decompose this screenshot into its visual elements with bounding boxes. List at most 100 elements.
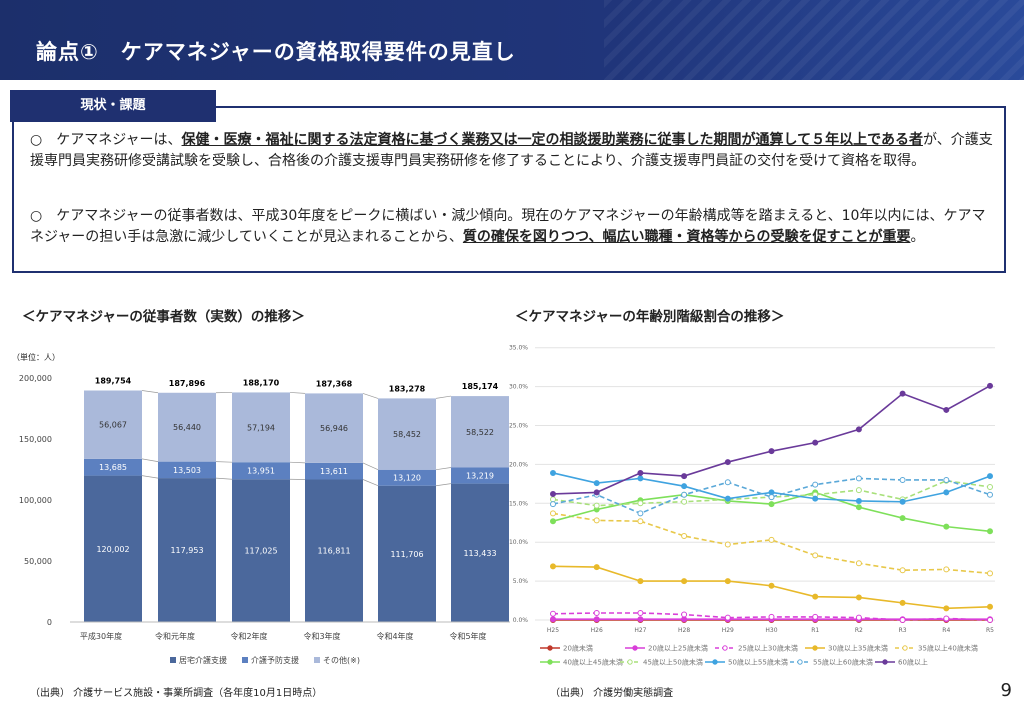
- legend-label: 居宅介護支援: [179, 655, 227, 665]
- data-point: [943, 566, 950, 573]
- data-point: [681, 491, 688, 498]
- data-point: [593, 564, 600, 571]
- bar-segment: [84, 458, 142, 476]
- data-point: [593, 480, 600, 487]
- y-tick-label: 20.0%: [509, 461, 528, 468]
- bar-segment: [232, 479, 290, 622]
- series-connector-line: [141, 458, 159, 462]
- legend-label: 55歳以上60歳未満: [813, 658, 873, 667]
- data-point: [724, 578, 731, 585]
- data-point: [550, 510, 556, 517]
- header-pattern: [604, 0, 1024, 80]
- bar-value-label: 56,440: [173, 423, 201, 432]
- y-tick-label: 150,000: [19, 435, 52, 444]
- x-tick-label: H27: [634, 627, 646, 634]
- legend-label: 25歳以上30歳未満: [738, 644, 798, 653]
- series-line: [552, 385, 991, 495]
- bar-segment: [305, 393, 363, 463]
- bar-segment: [232, 392, 290, 463]
- legend-label: 40歳以上45歳未満: [563, 658, 623, 667]
- bar-value-label: 113,433: [463, 549, 496, 558]
- paragraph-2: ○ ケアマネジャーの従事者数は、平成30年度をピークに横ばい・減少傾向。現在のケ…: [30, 206, 996, 248]
- legend-marker: [902, 645, 908, 651]
- data-point: [593, 502, 600, 509]
- y-tick-label: 15.0%: [509, 500, 528, 507]
- y-tick-label: 200,000: [19, 374, 52, 383]
- legend-label: 30歳以上35歳未満: [828, 644, 888, 653]
- data-point: [768, 501, 775, 508]
- data-point: [899, 617, 906, 623]
- x-tick-label: 令和5年度: [449, 631, 486, 641]
- series-line: [552, 477, 991, 515]
- y-tick-label: 10.0%: [509, 539, 528, 546]
- data-point: [812, 613, 819, 620]
- header-bar: [0, 0, 1024, 80]
- text: 。: [910, 229, 925, 245]
- legend-label: 35歳以上40歳未満: [918, 644, 978, 653]
- y-tick-label: 0.0%: [513, 617, 529, 624]
- x-tick-label: R4: [942, 627, 950, 634]
- data-point: [550, 616, 556, 623]
- series-connector-line: [215, 477, 233, 480]
- data-point: [768, 536, 775, 543]
- bar-segment: [158, 461, 216, 479]
- legend-marker: [797, 659, 803, 665]
- legend-swatch: [242, 657, 248, 663]
- y-tick-label: 30.0%: [509, 384, 528, 391]
- data-point: [681, 532, 688, 539]
- x-tick-label: 平成30年度: [80, 631, 122, 641]
- data-point: [987, 483, 993, 490]
- data-point: [943, 476, 950, 483]
- x-tick-label: R2: [855, 627, 863, 634]
- series-connector-line: [435, 467, 452, 471]
- bar-segment: [305, 479, 363, 622]
- bar-value-label: 57,194: [247, 423, 275, 432]
- legend-swatch: [314, 657, 320, 663]
- data-point: [899, 390, 906, 397]
- data-point: [637, 578, 644, 585]
- y-tick-label: 25.0%: [509, 423, 528, 430]
- data-point: [768, 494, 775, 501]
- bar-segment: [378, 469, 436, 486]
- data-point: [855, 487, 862, 494]
- data-point: [593, 616, 600, 623]
- y-tick-label: 50,000: [24, 557, 52, 566]
- data-point: [943, 615, 950, 622]
- x-tick-label: 令和元年度: [155, 631, 195, 641]
- bar-total-label: 189,754: [95, 377, 132, 386]
- bar-segment: [232, 462, 290, 480]
- bar-segment: [305, 462, 363, 480]
- data-point: [637, 510, 644, 517]
- bar-segment: [451, 483, 509, 622]
- bar-chart-title: ＜ケアマネジャーの従事者数（実数）の推移＞: [22, 309, 305, 325]
- data-point: [681, 483, 688, 490]
- legend-marker: [722, 645, 728, 651]
- data-point: [899, 567, 906, 574]
- data-point: [681, 578, 688, 585]
- data-point: [550, 610, 556, 617]
- page-number: 9: [1000, 680, 1012, 701]
- data-point: [855, 560, 862, 567]
- data-point: [855, 614, 862, 621]
- data-point: [855, 594, 862, 601]
- series-connector-line: [141, 475, 159, 479]
- emphasis-text: 保健・医療・福祉に関する法定資格に基づく業務又は一定の相談援助業務に従事した期間…: [181, 132, 923, 148]
- bar-value-label: 13,685: [99, 463, 127, 472]
- legend-marker: [712, 659, 718, 665]
- data-point: [899, 476, 906, 483]
- x-tick-label: H26: [591, 627, 603, 634]
- bar-value-label: 116,811: [317, 547, 350, 556]
- data-point: [550, 469, 556, 476]
- page-title: 論点① ケアマネジャーの資格取得要件の見直し: [36, 40, 516, 64]
- data-point: [855, 504, 862, 511]
- bar-value-label: 13,120: [393, 474, 421, 483]
- series-connector-line: [141, 390, 159, 394]
- paragraph-1: ○ ケアマネジャーは、保健・医療・福祉に関する法定資格に基づく業務又は一定の相談…: [30, 130, 996, 172]
- legend-label: 60歳以上: [898, 658, 928, 667]
- data-point: [768, 582, 775, 589]
- bar-segment: [378, 398, 436, 470]
- data-point: [855, 426, 862, 433]
- data-point: [637, 518, 644, 525]
- data-point: [987, 491, 993, 498]
- legend-label: 20歳以上25歳未満: [648, 644, 708, 653]
